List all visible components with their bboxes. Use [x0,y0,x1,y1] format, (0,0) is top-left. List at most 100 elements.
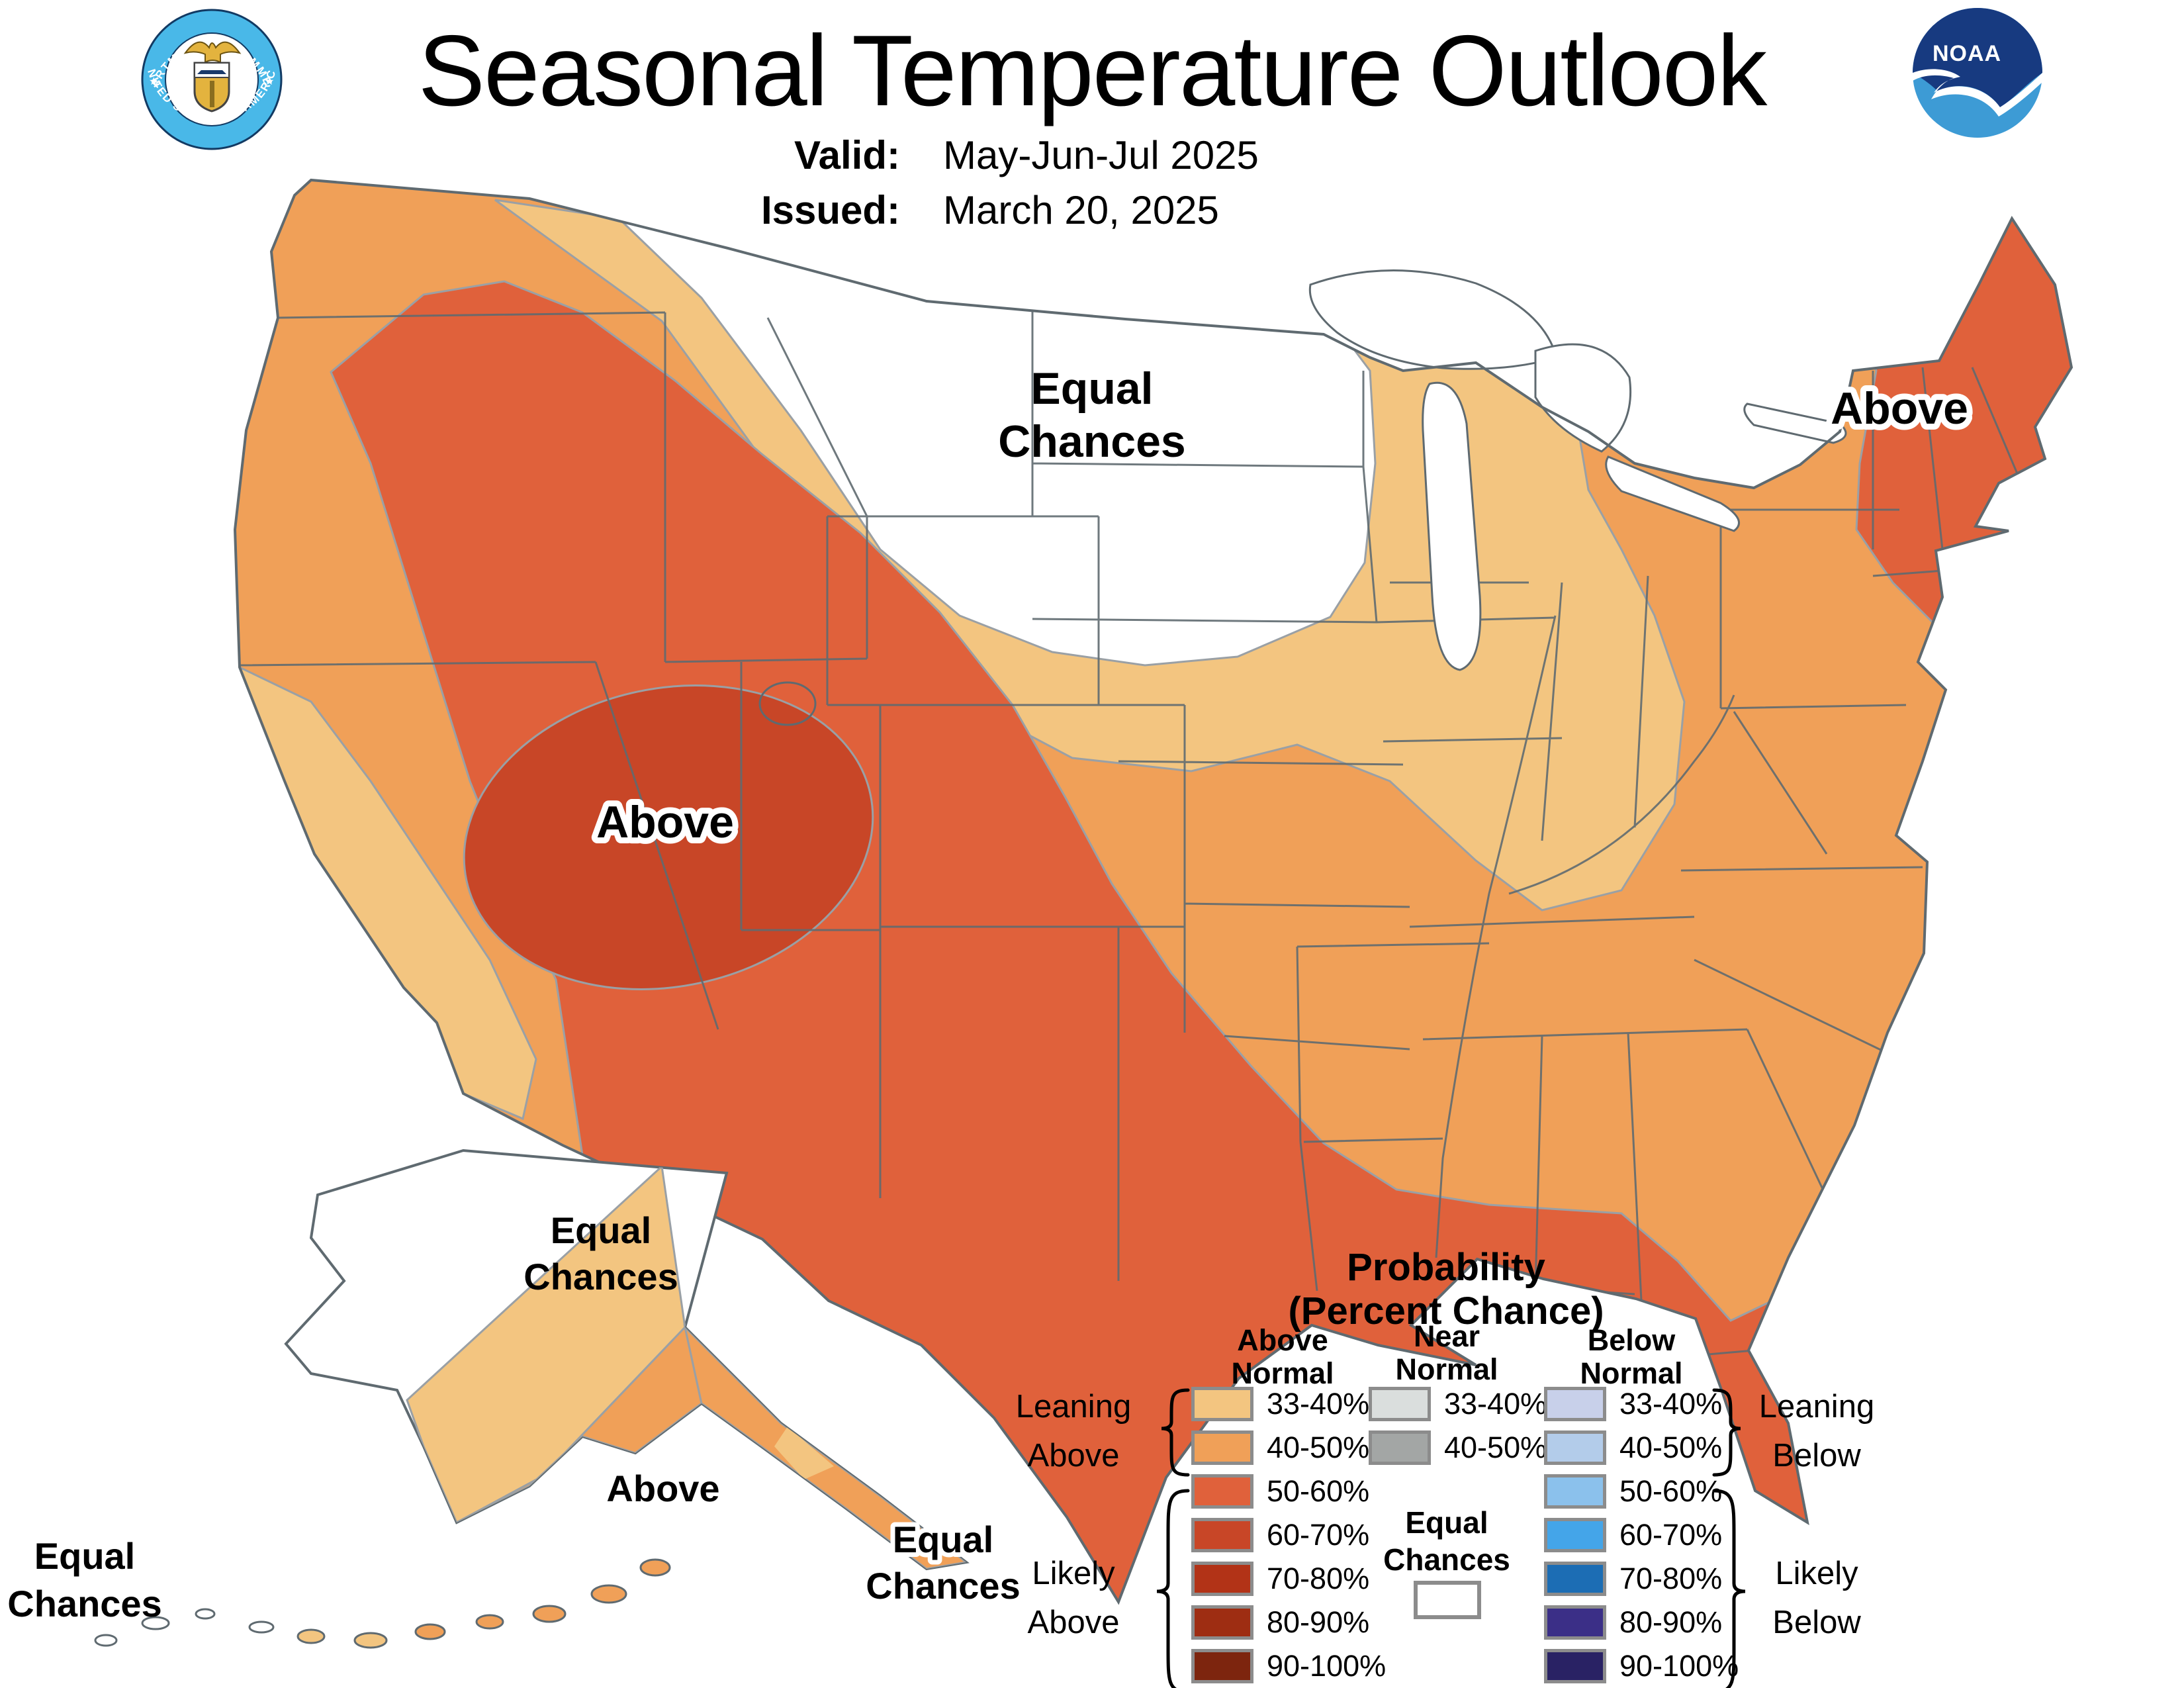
legend-swatch-label: 70-80% [1619,1562,1723,1595]
legend-side-leaning-below: Leaning Below [1711,1382,1923,1480]
legend-swatch-above-90-100% [1191,1649,1253,1683]
legend-row-above-50-60%: 50-60% [1191,1474,1369,1509]
legend-swatch-above-33-40% [1191,1387,1253,1421]
legend-swatch-label: 33-40% [1267,1387,1370,1421]
legend-row-below-80-90%: 80-90% [1544,1605,1722,1640]
noaa-logo-text: NOAA [1933,41,2001,66]
legend-row-below-60-70%: 60-70% [1544,1517,1722,1553]
legend-side-label-line: Below [1772,1438,1861,1474]
brace-likely-above [1156,1489,1190,1688]
lake-huron [1534,343,1632,453]
doc-seal: DEPARTMENT OF COMMERCE UNITED STATES OF … [0,0,283,150]
legend-side-likely-below: Likely Below [1711,1549,1923,1647]
valid-label: Valid: [794,133,900,177]
legend-swatch-near-33-40% [1369,1387,1431,1421]
label-alaska-above: Above [606,1468,719,1509]
legend-row-above-33-40%: 33-40% [1191,1386,1369,1422]
lake-michigan [1422,381,1482,671]
legend-row-below-33-40%: 33-40% [1544,1386,1722,1422]
alaska-inset [94,1149,970,1649]
legend-header-above-normal: Above Normal [1231,1323,1334,1390]
legend-side-label-line: Above [1027,1438,1120,1474]
legend-swatch-label: 80-90% [1267,1605,1370,1639]
legend-row-above-40-50%: 40-50% [1191,1430,1369,1466]
label-plains-equal-chances-line2: Chances [998,416,1185,467]
doc-shield-lighthouse [210,81,214,107]
doc-seal-star-right: ★ [265,76,274,87]
legend-row-below-40-50%: 40-50% [1544,1430,1722,1466]
lake-superior [1308,269,1558,370]
legend-row-above-80-90%: 80-90% [1191,1605,1369,1640]
legend-swatch-label: 90-100% [1619,1649,1739,1683]
legend-swatch-label: 50-60% [1619,1474,1723,1508]
legend-subtitle: (Percent Chance) [1288,1289,1604,1333]
legend-side-likely-above: Likely Above [968,1549,1179,1647]
legend-row-near-40-50%: 40-50% [1369,1430,1547,1466]
legend-swatch-label: 60-70% [1619,1518,1723,1552]
legend-row-below-90-100%: 90-100% [1544,1648,1739,1684]
legend-swatch-below-80-90% [1544,1605,1606,1640]
legend-swatch-below-40-50% [1544,1430,1606,1465]
legend-swatch-below-50-60% [1544,1474,1606,1509]
label-plains-equal-chances-line1: Equal [1030,363,1153,414]
legend-swatch-above-70-80% [1191,1562,1253,1596]
legend-swatch-above-60-70% [1191,1518,1253,1552]
issued-label: Issued: [760,188,900,232]
legend-row-above-60-70%: 60-70% [1191,1517,1369,1553]
valid-value: May-Jun-Jul 2025 [943,133,1259,177]
lake-ontario [1743,402,1847,444]
legend-swatch-below-70-80% [1544,1562,1606,1596]
legend-side-label-line: Below [1772,1605,1861,1640]
doc-seal-star-left: ★ [149,76,158,87]
legend-braces [1156,1388,1746,1688]
lake-erie [1605,455,1741,532]
legend-swatch-label: 40-50% [1619,1430,1723,1464]
brace-leaning-above [1161,1388,1190,1477]
legend-side-label-line: Leaning [1758,1389,1875,1425]
alaska-region-33-40-panhandle-wedge [774,1427,834,1479]
legend-swatch-label: 40-50% [1444,1430,1547,1464]
legend-row-above-90-100%: 90-100% [1191,1648,1386,1684]
legend-swatch-above-40-50% [1191,1430,1253,1465]
legend-row-below-70-80%: 70-80% [1544,1561,1722,1597]
great-lakes [1308,269,1847,671]
legend-title: Probability [1347,1246,1545,1289]
doc-eagle-icon [183,41,242,64]
legend-swatch-label: 50-60% [1267,1474,1370,1508]
label-aleutians-equal-chances-line1: Equal [34,1535,135,1577]
issued-value: March 20, 2025 [943,188,1219,232]
legend-swatch-label: 33-40% [1444,1387,1547,1421]
legend-side-label-line: Likely [1032,1556,1115,1591]
legend-swatch-label: 60-70% [1267,1518,1370,1552]
legend-swatch-above-80-90% [1191,1605,1253,1640]
region-above-60-70-four-corners [463,684,874,990]
legend-swatch-label: 33-40% [1619,1387,1723,1421]
legend-equal-chances-label: Equal Chances [1383,1505,1510,1577]
great-salt-lake [758,681,817,726]
legend-swatch-label: 40-50% [1267,1430,1370,1464]
legend-title-block: Probability (Percent Chance) [1214,1246,1678,1333]
legend-row-above-70-80%: 70-80% [1191,1561,1369,1597]
legend-swatch-label: 90-100% [1267,1649,1387,1683]
brace-likely-below [1712,1489,1746,1688]
brace-leaning-below [1712,1388,1741,1477]
legend-equal-chances-swatch [1414,1581,1481,1619]
doc-shield-ship [197,70,226,74]
label-se-alaska-equal-chances-line1: Equal [893,1519,993,1560]
label-aleutians-equal-chances-line2: Chances [7,1583,161,1624]
legend-header-below-normal: Below Normal [1580,1323,1683,1390]
legend-side-label-line: Above [1027,1605,1120,1640]
legend-swatch-below-60-70% [1544,1518,1606,1552]
legend-swatch-below-33-40% [1544,1387,1606,1421]
label-southwest-above: Above [596,797,734,847]
legend-swatch-label: 70-80% [1267,1562,1370,1595]
aleutian-islands [94,1558,671,1649]
legend-swatch-above-50-60% [1191,1474,1253,1509]
legend-side-label-line: Leaning [1015,1389,1132,1425]
legend-side-leaning-above: Leaning Above [968,1382,1179,1480]
legend-swatch-near-40-50% [1369,1430,1431,1465]
legend-row-below-50-60%: 50-60% [1544,1474,1722,1509]
label-northeast-above: Above [1831,383,1968,434]
